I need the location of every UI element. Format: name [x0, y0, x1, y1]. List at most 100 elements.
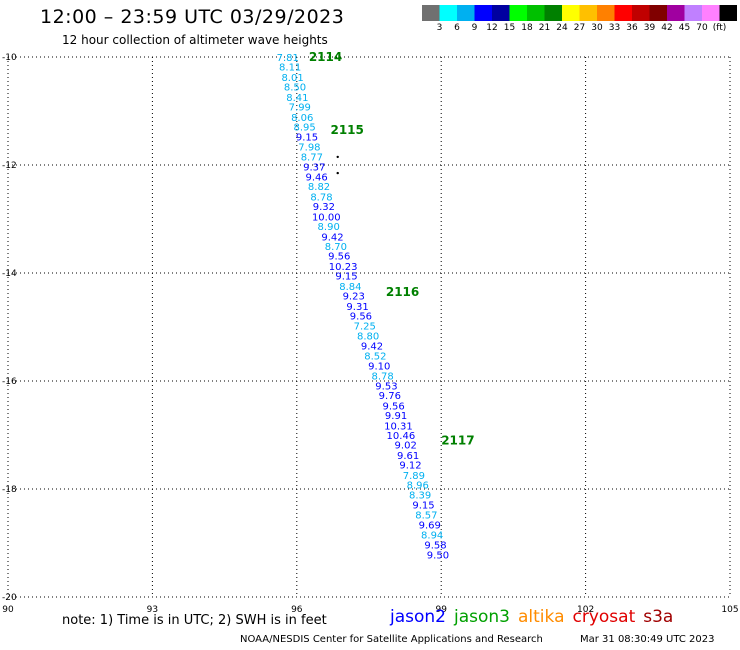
- wave-height-label: 9.15: [335, 272, 357, 283]
- wave-height-label: 9.56: [350, 312, 372, 323]
- wave-height-label: 9.46: [306, 172, 328, 183]
- island-mark: [336, 155, 339, 159]
- wave-height-label: 8.78: [371, 372, 393, 383]
- wave-height-label: 8.06: [291, 113, 313, 124]
- wave-height-label: 10.23: [329, 262, 358, 273]
- wave-height-label: 7.25: [354, 321, 376, 332]
- page-subtitle: 12 hour collection of altimeter wave hei…: [62, 33, 328, 47]
- wave-height-label: 8.94: [421, 530, 443, 541]
- wave-height-label: 8.80: [357, 332, 379, 343]
- wave-height-label: 7.99: [289, 103, 311, 114]
- color-scale-label: 30: [591, 23, 603, 33]
- wave-height-label: 8.90: [318, 222, 340, 233]
- lon-tick-label: 96: [291, 605, 303, 615]
- wave-height-label: 8.39: [409, 490, 431, 501]
- color-swatch: [439, 5, 457, 21]
- wave-height-label: 8.50: [284, 83, 306, 94]
- wave-height-label: 7.89: [403, 471, 425, 482]
- color-swatch: [719, 5, 737, 21]
- wave-height-label: 9.58: [424, 541, 446, 552]
- wave-height-label: 8.11: [279, 63, 301, 74]
- lat-tick-label: -20: [2, 593, 17, 603]
- time-label: 2116: [386, 285, 419, 299]
- wave-height-label: 9.10: [368, 361, 390, 372]
- page-title: 12:00 – 23:59 UTC 03/29/2023: [40, 6, 345, 28]
- lat-tick-label: -16: [2, 377, 17, 387]
- color-swatch: [702, 5, 720, 21]
- wave-height-label: 9.32: [313, 202, 335, 213]
- wave-height-label: 8.78: [310, 192, 332, 203]
- lon-tick-label: 105: [721, 605, 738, 615]
- color-swatch: [457, 5, 475, 21]
- color-swatch: [544, 5, 562, 21]
- wave-height-label: 9.02: [395, 441, 417, 452]
- wave-height-label: 8.82: [308, 182, 330, 193]
- color-scale-label: 42: [661, 23, 673, 33]
- color-scale-label: 9: [471, 23, 478, 33]
- wave-height-label: 8.95: [293, 123, 315, 134]
- mission-label-jason2: jason2: [390, 607, 446, 627]
- wave-height-label: 9.91: [385, 411, 407, 422]
- lat-tick-label: -12: [2, 161, 17, 171]
- lon-tick-label: 90: [2, 605, 14, 615]
- color-scale-label: 36: [626, 23, 638, 33]
- lon-tick-label: 102: [577, 605, 594, 615]
- wave-height-label: 9.37: [303, 163, 325, 174]
- mission-label-jason3: jason3: [454, 607, 510, 627]
- wave-height-label: 9.31: [346, 302, 368, 313]
- lat-tick-label: -14: [2, 269, 17, 279]
- color-scale-bar: [422, 5, 737, 21]
- mission-label-altika: altika: [518, 607, 565, 627]
- wave-height-label: 8.96: [407, 481, 429, 492]
- color-scale-label: 70: [696, 23, 708, 33]
- wave-height-label: 10.31: [384, 421, 413, 432]
- color-swatch: [527, 5, 545, 21]
- wave-height-label: 9.50: [427, 550, 449, 561]
- footer-note: note: 1) Time is in UTC; 2) SWH is in fe…: [62, 613, 327, 628]
- time-label: 2117: [441, 433, 474, 447]
- wave-height-label: 9.42: [321, 232, 343, 243]
- color-scale-label: 12: [486, 23, 498, 33]
- color-scale-label: 15: [503, 23, 516, 33]
- color-scale-label: 3: [436, 23, 443, 33]
- color-scale-label: 33: [608, 23, 621, 33]
- lon-tick-label: 93: [147, 605, 158, 615]
- color-scale-label: 39: [643, 23, 656, 33]
- color-scale-label: 21: [538, 23, 551, 33]
- wave-height-label: 9.56: [383, 401, 405, 412]
- lat-tick-label: -18: [2, 485, 17, 495]
- color-scale-label: 27: [573, 23, 586, 33]
- mission-legend: jason2 jason3 altika cryosat s3a: [390, 607, 681, 627]
- wave-height-label: 7.98: [298, 143, 320, 154]
- wave-height-label: 9.76: [379, 391, 401, 402]
- wave-height-label: 9.23: [343, 292, 365, 303]
- island-mark: [336, 171, 339, 175]
- wave-height-label: 9.53: [375, 381, 397, 392]
- wave-height-label: 9.56: [328, 252, 350, 263]
- color-scale-label: 24: [556, 23, 568, 33]
- wave-height-label: 7.81: [277, 53, 299, 64]
- wave-height-label: 9.15: [412, 501, 434, 512]
- wave-height-label: 8.77: [301, 152, 323, 163]
- mission-label-s3a: s3a: [643, 607, 674, 627]
- color-swatch: [492, 5, 510, 21]
- wave-height-label: 9.42: [361, 341, 383, 352]
- color-scale-labels: 3 6 9 12 15 18 21 24 27 30 33 36 39 42 45 70 (ft): [422, 23, 740, 35]
- wave-height-label: 8.70: [325, 242, 347, 253]
- color-scale-unit: (ft): [712, 23, 727, 33]
- color-swatch: [649, 5, 667, 21]
- color-swatch: [579, 5, 597, 21]
- color-swatch: [684, 5, 702, 21]
- wave-height-label: 10.46: [387, 431, 416, 442]
- color-scale-label: 45: [678, 23, 691, 33]
- wave-height-label: 8.57: [415, 510, 437, 521]
- wave-height-label: 8.84: [339, 282, 361, 293]
- wave-height-label: 8.41: [286, 93, 308, 104]
- timestamp-text: Mar 31 08:30:49 UTC 2023: [580, 634, 715, 645]
- wave-height-label: 10.00: [312, 212, 341, 223]
- mission-label-cryosat: cryosat: [572, 607, 636, 627]
- lat-tick-label: -10: [2, 53, 17, 63]
- wave-height-label: 9.12: [399, 461, 421, 472]
- color-swatch: [509, 5, 527, 21]
